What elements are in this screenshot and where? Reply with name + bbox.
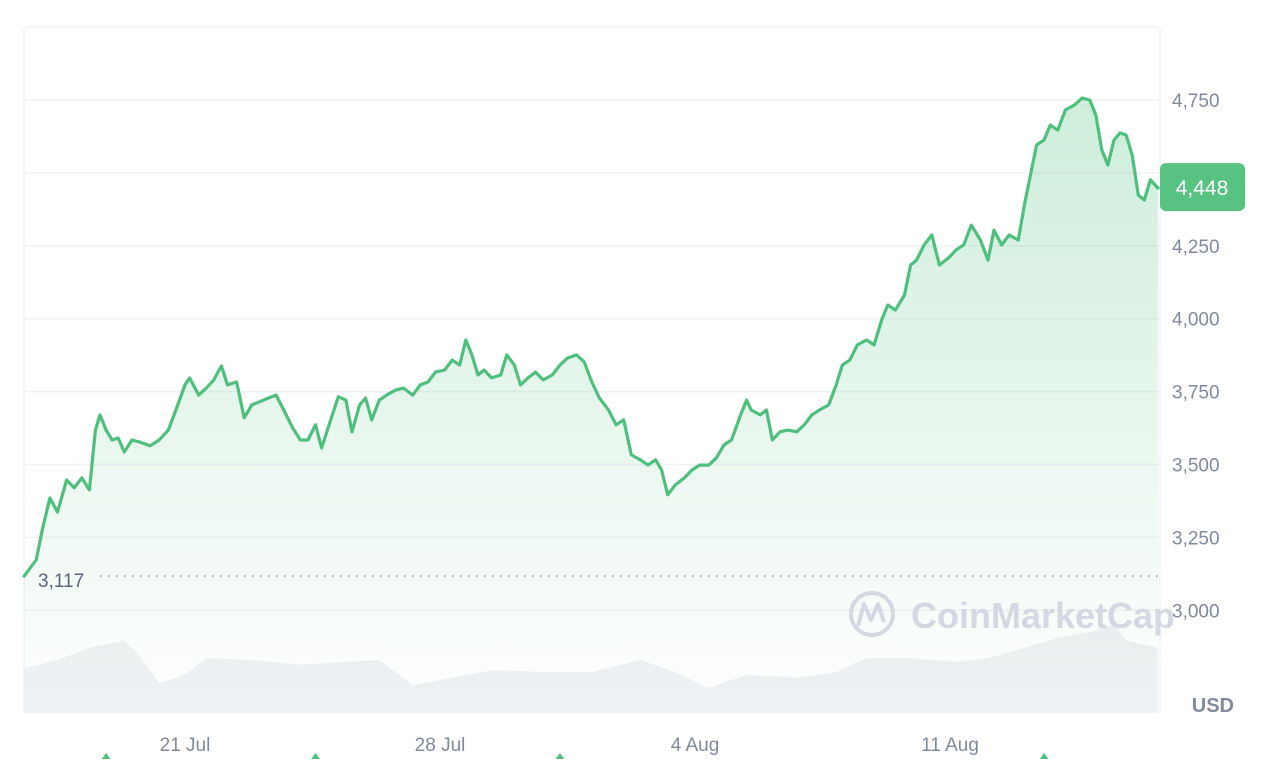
- x-axis: 21 Jul 28 Jul 4 Aug 11 Aug: [160, 735, 979, 756]
- event-marker-icon[interactable]: [1039, 753, 1050, 760]
- coinmarketcap-logo-icon: [849, 591, 895, 637]
- y-tick-label: 3,250: [1172, 528, 1220, 549]
- start-price-label: 3,117: [38, 571, 84, 592]
- current-price-badge-bg: [1160, 163, 1245, 212]
- watermark-text: CoinMarketCap: [911, 595, 1175, 636]
- coinmarketcap-watermark: CoinMarketCap: [849, 591, 1175, 637]
- x-tick-label: 4 Aug: [671, 735, 720, 756]
- plot-frame: [23, 26, 1161, 713]
- x-tick-label: 11 Aug: [921, 735, 979, 756]
- y-axis: 3,000 3,250 3,500 3,750 4,000 4,250 4,750: [1172, 91, 1220, 622]
- coinmarketcap-logo-mark: [856, 602, 886, 627]
- event-marker-icon[interactable]: [310, 753, 321, 760]
- y-tick-label: 4,000: [1172, 310, 1220, 331]
- price-layer: [22, 96, 1160, 713]
- y-tick-label: 4,250: [1172, 237, 1220, 258]
- x-tick-label: 21 Jul: [160, 735, 211, 756]
- event-marker-icon[interactable]: [101, 753, 112, 760]
- event-marker-icon[interactable]: [554, 753, 565, 760]
- event-markers: [101, 753, 1050, 760]
- x-tick-label: 28 Jul: [415, 735, 466, 756]
- y-tick-label: 3,500: [1172, 456, 1220, 477]
- y-tick-label: 3,750: [1172, 383, 1220, 404]
- price-area-fill: [24, 98, 1159, 713]
- currency-label: USD: [1192, 695, 1234, 717]
- price-line: [22, 96, 1160, 578]
- y-tick-label: 3,000: [1172, 601, 1220, 622]
- y-tick-label: 4,750: [1172, 91, 1220, 112]
- current-price-label: 4,448: [1176, 177, 1229, 200]
- current-price-badge: 4,448: [1160, 163, 1245, 212]
